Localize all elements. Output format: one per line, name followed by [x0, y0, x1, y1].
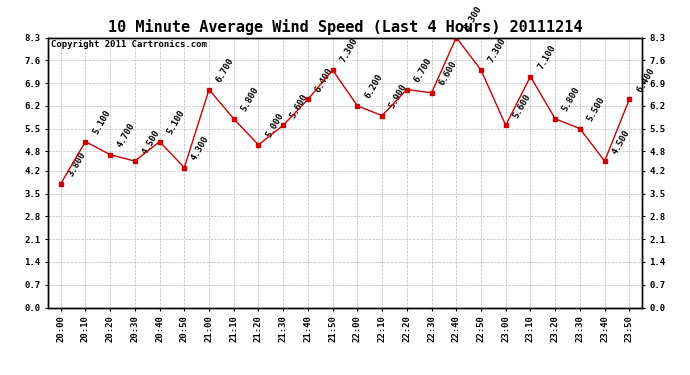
Text: 6.700: 6.700: [215, 56, 236, 84]
Title: 10 Minute Average Wind Speed (Last 4 Hours) 20111214: 10 Minute Average Wind Speed (Last 4 Hou…: [108, 19, 582, 35]
Text: 5.500: 5.500: [585, 95, 607, 123]
Text: 5.600: 5.600: [288, 92, 310, 120]
Text: 4.500: 4.500: [140, 128, 161, 156]
Text: 5.000: 5.000: [264, 111, 285, 139]
Text: 6.700: 6.700: [413, 56, 433, 84]
Text: 3.800: 3.800: [66, 150, 88, 178]
Text: 5.800: 5.800: [239, 86, 261, 113]
Text: 5.600: 5.600: [511, 92, 533, 120]
Text: 7.100: 7.100: [536, 43, 558, 71]
Text: Copyright 2011 Cartronics.com: Copyright 2011 Cartronics.com: [51, 40, 207, 49]
Text: 5.100: 5.100: [165, 108, 186, 136]
Text: 4.300: 4.300: [190, 134, 211, 162]
Text: 5.800: 5.800: [561, 86, 582, 113]
Text: 6.400: 6.400: [635, 66, 656, 94]
Text: 6.400: 6.400: [313, 66, 335, 94]
Text: 6.600: 6.600: [437, 60, 458, 87]
Text: 6.200: 6.200: [363, 72, 384, 100]
Text: 4.500: 4.500: [610, 128, 631, 156]
Text: 7.300: 7.300: [338, 37, 359, 64]
Text: 5.100: 5.100: [91, 108, 112, 136]
Text: 8.300: 8.300: [462, 4, 483, 32]
Text: 7.300: 7.300: [486, 37, 508, 64]
Text: 5.900: 5.900: [388, 82, 409, 110]
Text: 4.700: 4.700: [116, 121, 137, 149]
